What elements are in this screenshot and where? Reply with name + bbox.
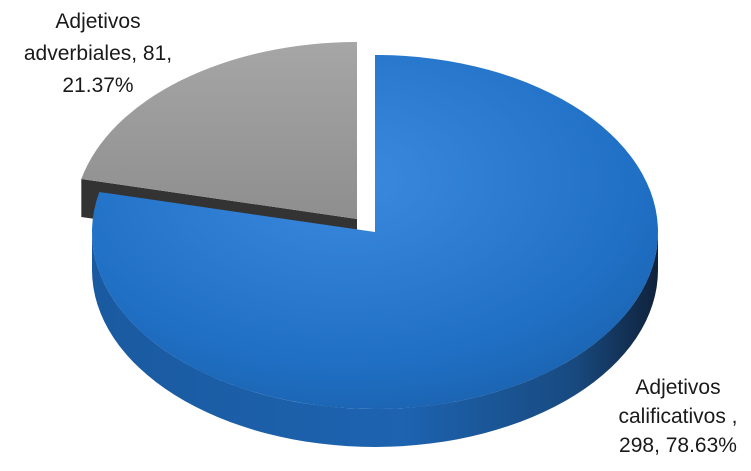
data-label-line: Adjetivos xyxy=(55,10,140,33)
data-label-line: adverbiales, 81, xyxy=(24,42,172,65)
data-label-adjetivos-adverbiales: Adjetivos adverbiales, 81, 21.37% xyxy=(24,10,172,97)
data-label-line: 298, 78.63% xyxy=(619,434,737,457)
data-label-line: Adjetivos xyxy=(635,376,720,399)
slice-adjetivos-calificativos xyxy=(91,55,658,447)
data-label-line: 21.37% xyxy=(62,74,133,97)
data-label-line: calificativos , xyxy=(618,405,737,428)
data-label-adjetivos-calificativos: Adjetivos calificativos , 298, 78.63% xyxy=(618,376,737,457)
